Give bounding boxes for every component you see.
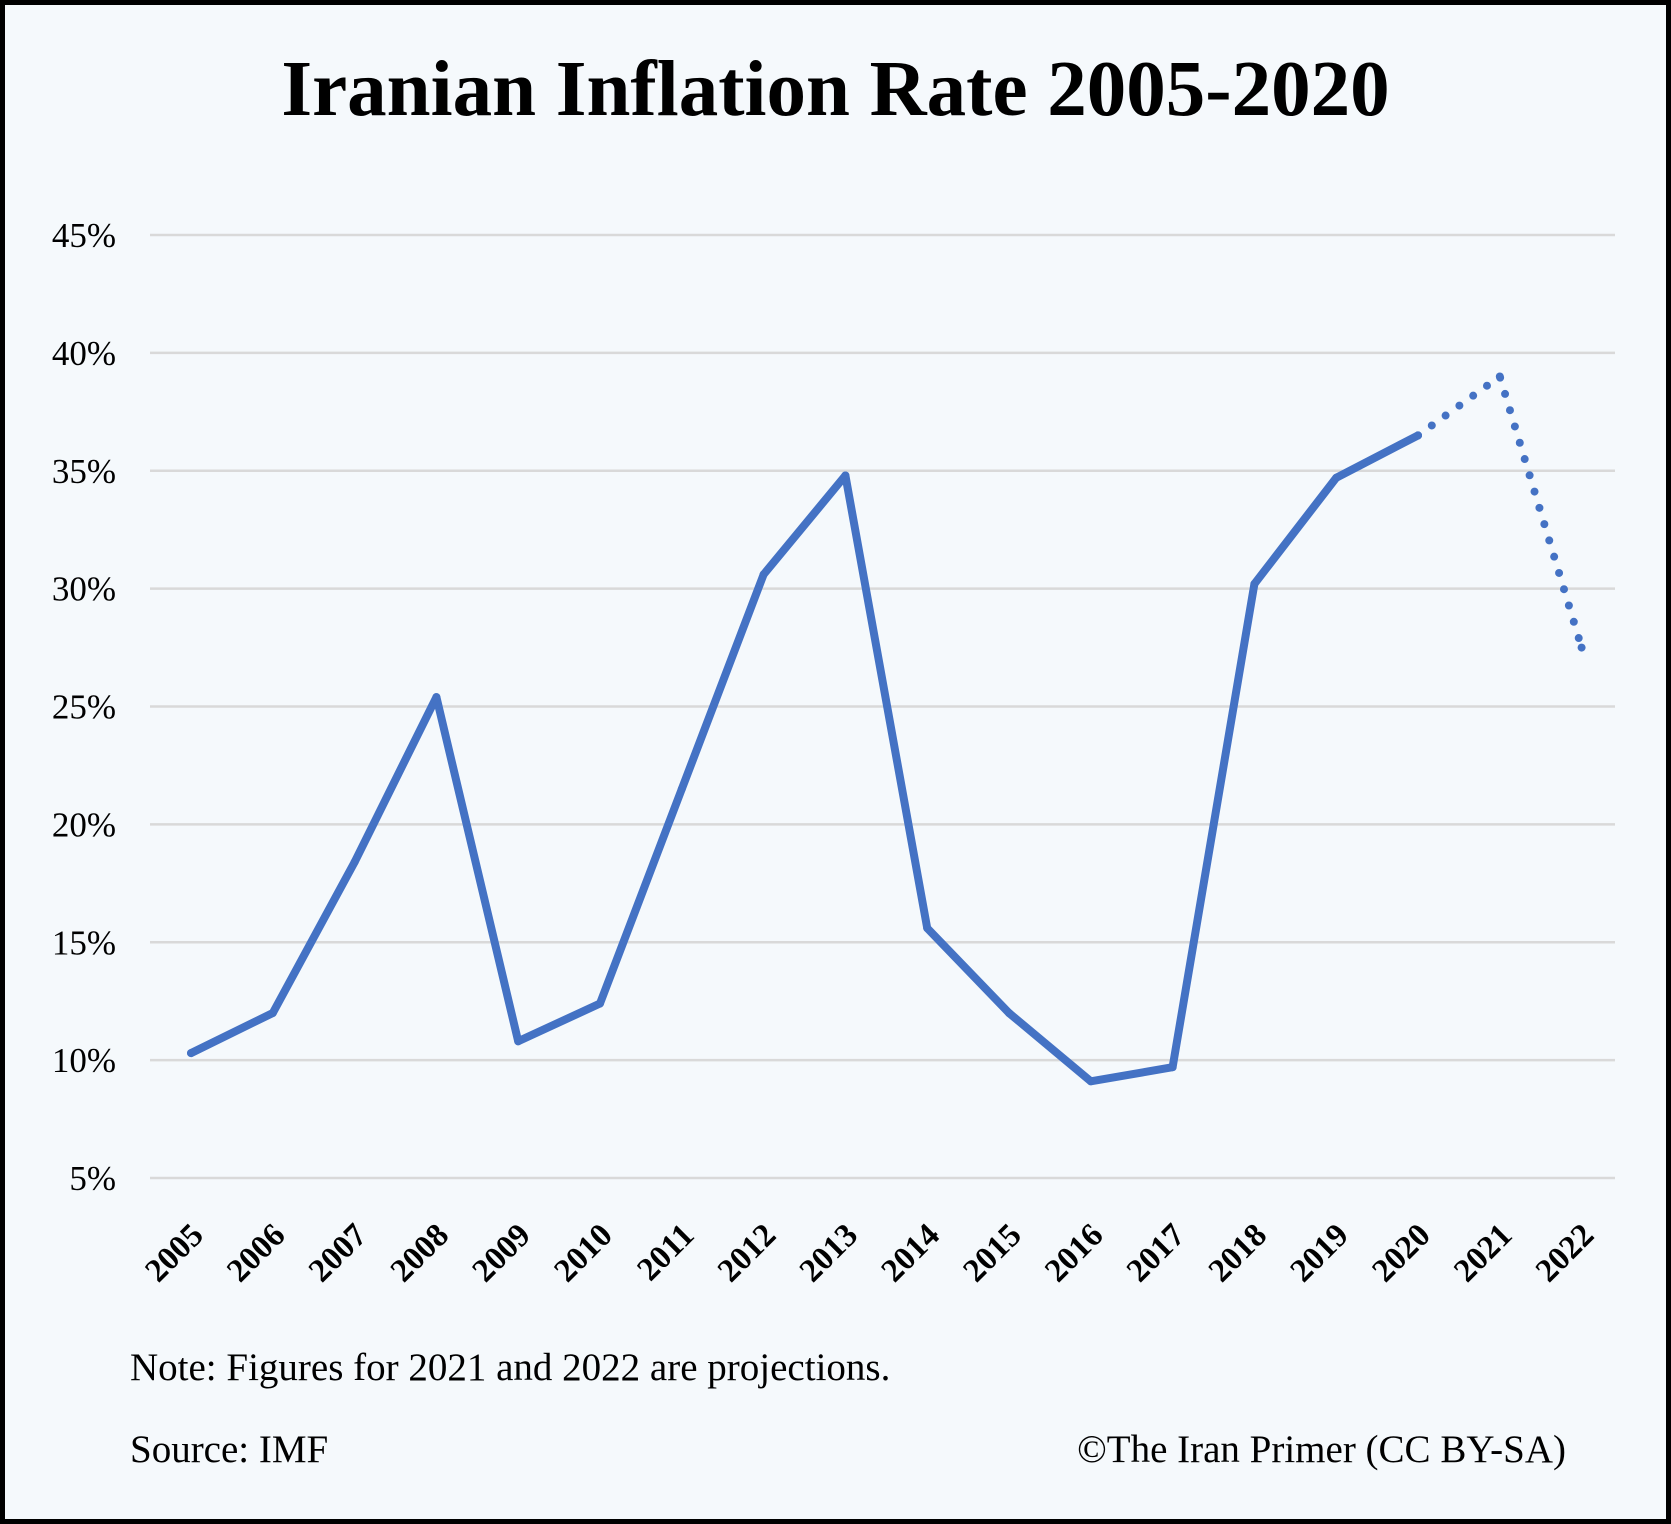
x-tick-label: 2005 <box>139 1217 211 1289</box>
y-axis-ticks: 5% 10% 15% 20% 25% 30% 35% 40% 45% <box>52 216 116 1198</box>
data-point-2006 <box>268 1009 277 1017</box>
y-tick-label: 30% <box>52 570 116 609</box>
y-tick-label: 10% <box>52 1041 116 1080</box>
y-tick-label: 20% <box>52 805 116 844</box>
x-tick-label: 2021 <box>1447 1217 1519 1289</box>
x-tick-label: 2010 <box>548 1217 620 1289</box>
data-point-2013 <box>841 471 850 480</box>
copyright-label: ©The Iran Primer (CC BY-SA) <box>1077 1428 1566 1471</box>
y-tick-label: 35% <box>52 452 116 491</box>
x-tick-label: 2008 <box>384 1217 456 1289</box>
x-tick-label: 2006 <box>220 1217 292 1289</box>
data-point-2008 <box>432 693 441 702</box>
x-tick-label: 2013 <box>793 1217 865 1289</box>
data-point-2009 <box>514 1037 523 1046</box>
series-line-actual <box>187 431 1422 1086</box>
line-chart: 5%10%15%20%25%30%35%40%45% 2005 2006 2007 2… <box>52 216 1615 1289</box>
x-axis-ticks: 2005 2006 2007 2008 2009 2010 2011 2012 2013 2014… <box>139 1217 1602 1289</box>
x-tick-label: 2020 <box>1366 1217 1438 1289</box>
data-point-2017 <box>1168 1063 1177 1072</box>
data-point-2019 <box>1332 473 1341 482</box>
x-tick-label: 2014 <box>875 1217 947 1289</box>
y-tick-label: 45% <box>52 216 116 255</box>
x-tick-label: 2022 <box>1529 1217 1601 1289</box>
x-tick-label: 2018 <box>1202 1217 1274 1289</box>
source-label: Source: IMF <box>130 1428 329 1471</box>
series-line-projected <box>1414 369 1586 652</box>
x-tick-label: 2009 <box>466 1217 538 1289</box>
x-tick-label: 2012 <box>711 1217 783 1289</box>
data-point-2010 <box>596 999 604 1008</box>
data-point-2022 <box>1577 643 1586 652</box>
data-point-2016 <box>1086 1077 1095 1086</box>
series-inflation <box>187 369 1586 1086</box>
x-tick-label: 2015 <box>957 1217 1029 1289</box>
x-tick-label: 2011 <box>631 1217 702 1288</box>
x-tick-label: 2007 <box>302 1217 374 1289</box>
data-point-2014 <box>923 924 932 933</box>
y-tick-label: 5% <box>69 1159 116 1198</box>
y-tick-label: 40% <box>52 334 116 373</box>
data-point-2021 <box>1495 372 1504 381</box>
data-point-2007 <box>350 858 359 867</box>
data-point-2015 <box>1005 1009 1013 1017</box>
gridlines <box>150 233 1615 1180</box>
data-point-2012 <box>759 570 768 579</box>
data-point-2020 <box>1414 431 1422 440</box>
projection-note: Note: Figures for 2021 and 2022 are proj… <box>130 1346 891 1389</box>
x-tick-label: 2017 <box>1120 1217 1192 1289</box>
data-point-2011 <box>677 785 686 793</box>
y-tick-label: 15% <box>52 923 116 962</box>
y-tick-label: 25% <box>52 688 116 727</box>
x-tick-label: 2019 <box>1284 1217 1356 1289</box>
data-point-2005 <box>187 1049 195 1058</box>
data-point-2018 <box>1250 579 1259 588</box>
chart-title: Iranian Inflation Rate 2005-2020 <box>281 46 1390 133</box>
x-tick-label: 2016 <box>1038 1217 1110 1289</box>
